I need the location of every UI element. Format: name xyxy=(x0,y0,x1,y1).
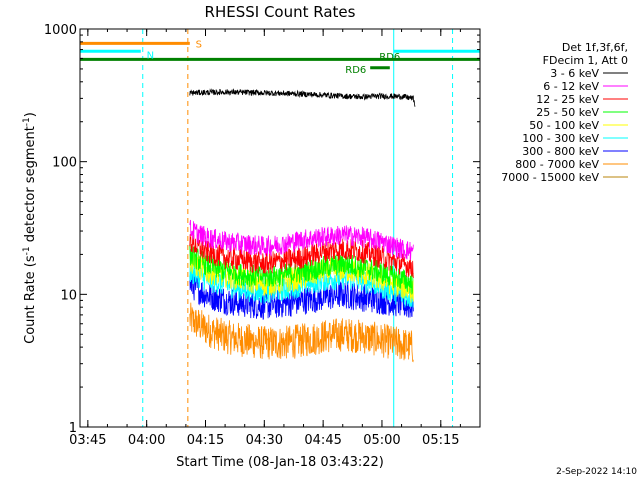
series-line-2 xyxy=(189,232,414,278)
series-line-0 xyxy=(189,88,416,107)
chart-title: RHESSI Count Rates xyxy=(205,3,356,21)
x-tick-label-1: 04:00 xyxy=(128,433,165,448)
x-tick-label-6: 05:15 xyxy=(422,433,459,448)
state-bar-label-3: RD6 xyxy=(345,65,366,76)
state-bar-label-1: N xyxy=(147,51,154,62)
series-line-3 xyxy=(189,244,414,296)
series-line-6 xyxy=(189,272,414,320)
y-axis-label: Count Rate (s-1 detector segment-1) xyxy=(22,112,38,344)
x-tick-label-0: 03:45 xyxy=(69,433,106,448)
legend-label-1: 6 - 12 keV xyxy=(543,80,599,93)
x-tick-label-3: 04:30 xyxy=(246,433,283,448)
x-tick-label-5: 05:00 xyxy=(363,433,400,448)
series-line-1 xyxy=(189,219,414,261)
x-axis-label: Start Time (08-Jan-18 03:43:22) xyxy=(176,455,384,470)
y-tick-label-0: 1 xyxy=(69,421,77,436)
legend-header-line-1: Det 1f,3f,6f, xyxy=(562,41,628,54)
x-tick-label-4: 04:45 xyxy=(304,433,341,448)
legend-label-4: 50 - 100 keV xyxy=(529,119,599,132)
data-layer: S N RD6 RD6 xyxy=(79,29,480,427)
axis-ticks: 03:45 04:00 04:15 04:30 04:45 05:00 05:15 1 10 10… xyxy=(44,23,480,448)
legend: Det 1f,3f,6f, FDecim 1, Att 0 3 - 6 keV6… xyxy=(501,41,628,184)
footer-date: 2-Sep-2022 14:10 xyxy=(556,467,637,477)
legend-label-7: 800 - 7000 keV xyxy=(515,158,599,171)
series-line-7 xyxy=(189,302,414,363)
legend-label-5: 100 - 300 keV xyxy=(522,132,599,145)
legend-label-3: 25 - 50 keV xyxy=(536,106,599,119)
legend-label-2: 12 - 25 keV xyxy=(536,93,599,106)
legend-label-0: 3 - 6 keV xyxy=(550,67,599,80)
y-tick-label-2: 100 xyxy=(52,156,77,171)
legend-header-line-2: FDecim 1, Att 0 xyxy=(543,54,628,67)
x-tick-label-2: 04:15 xyxy=(187,433,224,448)
y-tick-label-3: 1000 xyxy=(44,23,77,38)
state-bar-label-0: S xyxy=(196,39,202,50)
plot-frame xyxy=(79,28,481,428)
state-bar-label-2: RD6 xyxy=(379,52,400,63)
legend-label-8: 7000 - 15000 keV xyxy=(501,171,599,184)
legend-label-6: 300 - 800 keV xyxy=(522,145,599,158)
y-tick-label-1: 10 xyxy=(60,288,77,303)
